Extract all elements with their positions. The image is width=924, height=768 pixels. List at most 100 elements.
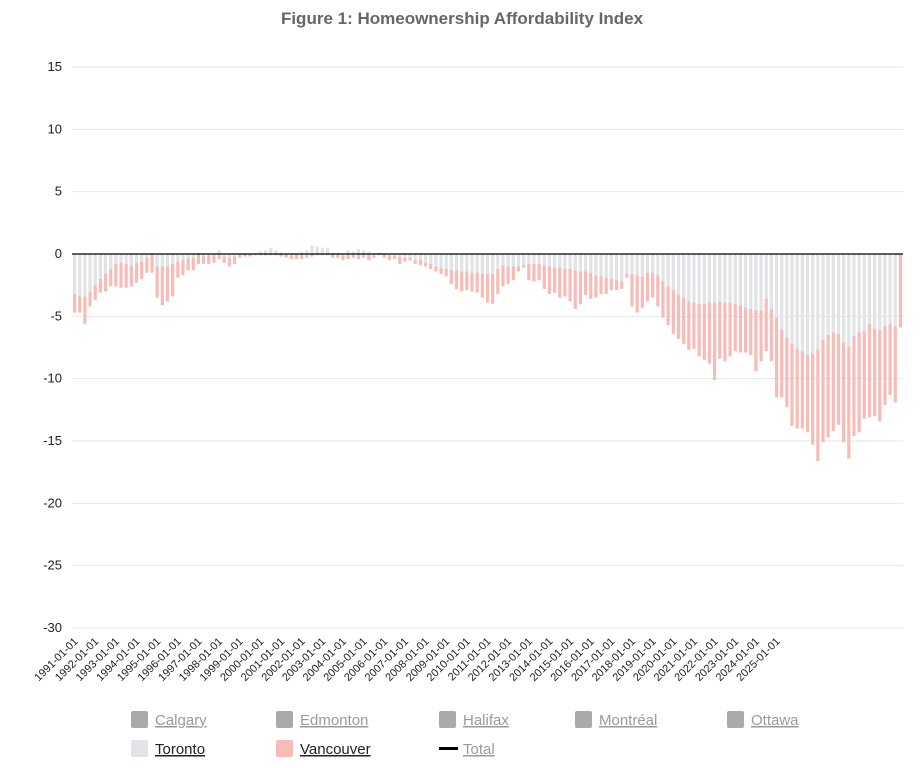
- bar-vancouver[interactable]: [78, 296, 82, 313]
- bar-vancouver[interactable]: [98, 278, 102, 293]
- bar-vancouver[interactable]: [496, 268, 500, 294]
- bar-vancouver[interactable]: [207, 255, 211, 264]
- bar-vancouver[interactable]: [656, 275, 660, 307]
- bar-vancouver[interactable]: [764, 298, 768, 352]
- bar-vancouver[interactable]: [738, 305, 743, 353]
- bar-toronto[interactable]: [697, 254, 701, 304]
- bar-toronto[interactable]: [470, 254, 474, 273]
- bar-vancouver[interactable]: [867, 323, 872, 418]
- bar-vancouver[interactable]: [485, 273, 490, 303]
- bar-vancouver[interactable]: [645, 272, 650, 302]
- bar-toronto[interactable]: [480, 254, 484, 274]
- bar-toronto[interactable]: [728, 254, 732, 303]
- bar-vancouver[interactable]: [594, 275, 598, 298]
- bar-vancouver[interactable]: [279, 254, 283, 257]
- bar-toronto[interactable]: [888, 254, 892, 324]
- bar-toronto[interactable]: [800, 254, 804, 352]
- bar-vancouver[interactable]: [196, 254, 201, 264]
- bar-vancouver[interactable]: [599, 276, 603, 294]
- bar-vancouver[interactable]: [795, 348, 799, 429]
- bar-vancouver[interactable]: [294, 254, 299, 259]
- bar-toronto[interactable]: [552, 254, 557, 268]
- bar-toronto[interactable]: [857, 254, 861, 333]
- bar-vancouver[interactable]: [444, 268, 448, 277]
- bar-toronto[interactable]: [764, 254, 768, 299]
- bar-vancouver[interactable]: [805, 354, 810, 433]
- bar-vancouver[interactable]: [351, 254, 355, 258]
- bar-toronto[interactable]: [413, 254, 417, 261]
- bar-vancouver[interactable]: [392, 255, 397, 259]
- bar-vancouver[interactable]: [227, 257, 232, 267]
- bar-toronto[interactable]: [176, 254, 180, 262]
- bar-toronto[interactable]: [454, 254, 459, 271]
- bar-vancouver[interactable]: [109, 268, 113, 287]
- bar-vancouver[interactable]: [155, 266, 159, 298]
- bar-vancouver[interactable]: [831, 332, 835, 432]
- bar-vancouver[interactable]: [202, 256, 206, 264]
- bar-toronto[interactable]: [362, 250, 366, 254]
- bar-toronto[interactable]: [842, 254, 846, 343]
- bar-toronto[interactable]: [191, 254, 195, 258]
- bar-vancouver[interactable]: [124, 263, 128, 288]
- bar-vancouver[interactable]: [630, 273, 634, 307]
- bar-toronto[interactable]: [522, 254, 526, 266]
- bar-vancouver[interactable]: [150, 254, 154, 273]
- bar-vancouver[interactable]: [749, 308, 753, 355]
- bar-toronto[interactable]: [165, 254, 170, 267]
- bar-vancouver[interactable]: [774, 317, 779, 398]
- bar-toronto[interactable]: [532, 254, 536, 264]
- bar-vancouver[interactable]: [728, 302, 732, 357]
- bar-vancouver[interactable]: [640, 276, 644, 308]
- legend-item-calgary[interactable]: Calgary: [131, 711, 207, 729]
- bar-vancouver[interactable]: [847, 346, 851, 459]
- legend-item-montr-al[interactable]: Montréal: [575, 711, 657, 729]
- bar-vancouver[interactable]: [491, 273, 495, 304]
- bar-vancouver[interactable]: [372, 255, 376, 258]
- bar-toronto[interactable]: [723, 254, 727, 303]
- bar-vancouver[interactable]: [341, 255, 345, 261]
- bar-toronto[interactable]: [821, 254, 825, 341]
- bar-vancouver[interactable]: [336, 254, 340, 258]
- bar-toronto[interactable]: [72, 254, 77, 294]
- bar-toronto[interactable]: [527, 254, 531, 264]
- bar-vancouver[interactable]: [563, 268, 567, 297]
- bar-toronto[interactable]: [676, 254, 681, 296]
- bar-vancouver[interactable]: [898, 254, 903, 328]
- legend-item-toronto[interactable]: Toronto: [131, 740, 205, 758]
- bar-toronto[interactable]: [769, 254, 773, 309]
- bar-vancouver[interactable]: [754, 310, 758, 372]
- bar-toronto[interactable]: [687, 254, 691, 302]
- bar-vancouver[interactable]: [769, 308, 773, 362]
- bar-vancouver[interactable]: [212, 255, 216, 263]
- legend-item-halifax[interactable]: Halifax: [439, 711, 509, 729]
- bar-toronto[interactable]: [506, 254, 510, 267]
- bar-toronto[interactable]: [713, 254, 717, 303]
- bar-vancouver[interactable]: [346, 254, 350, 259]
- bar-toronto[interactable]: [171, 254, 175, 264]
- bar-toronto[interactable]: [852, 254, 856, 337]
- bar-vancouver[interactable]: [780, 330, 784, 398]
- bar-toronto[interactable]: [181, 254, 185, 261]
- bar-vancouver[interactable]: [454, 270, 459, 289]
- bar-vancouver[interactable]: [852, 336, 856, 437]
- bar-vancouver[interactable]: [160, 266, 164, 306]
- bar-vancouver[interactable]: [470, 272, 474, 292]
- legend-item-total[interactable]: Total: [439, 741, 495, 758]
- bar-toronto[interactable]: [625, 254, 629, 274]
- bar-vancouver[interactable]: [718, 301, 722, 359]
- bar-vancouver[interactable]: [449, 270, 453, 284]
- bar-vancouver[interactable]: [171, 263, 175, 297]
- bar-toronto[interactable]: [501, 254, 505, 266]
- bar-vancouver[interactable]: [217, 254, 221, 259]
- bar-toronto[interactable]: [346, 250, 350, 254]
- bar-vancouver[interactable]: [284, 254, 288, 258]
- legend-item-ottawa[interactable]: Ottawa: [727, 711, 799, 729]
- bar-toronto[interactable]: [444, 254, 448, 269]
- bar-toronto[interactable]: [434, 254, 438, 267]
- bar-vancouver[interactable]: [785, 337, 789, 408]
- bar-toronto[interactable]: [160, 254, 164, 267]
- bar-toronto[interactable]: [656, 254, 660, 276]
- bar-toronto[interactable]: [563, 254, 567, 269]
- bar-toronto[interactable]: [666, 254, 670, 287]
- bar-vancouver[interactable]: [238, 254, 242, 258]
